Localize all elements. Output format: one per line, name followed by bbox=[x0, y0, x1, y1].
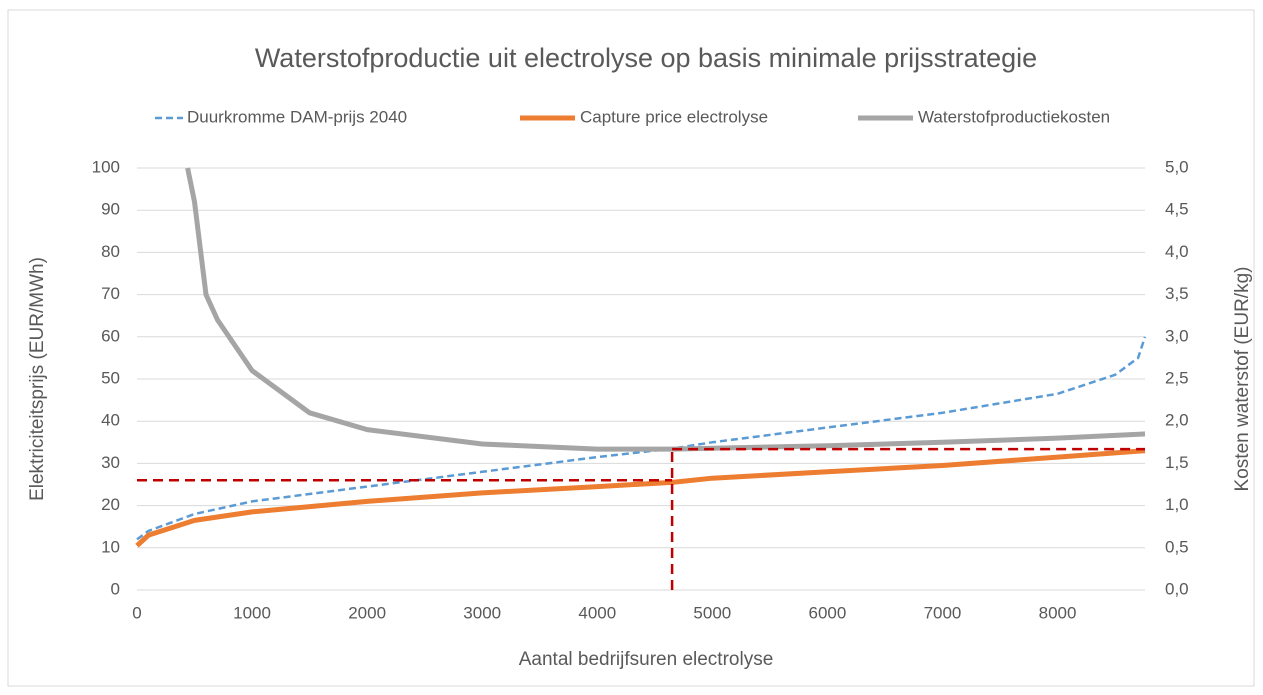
x-tick-label: 4000 bbox=[578, 603, 616, 622]
y2-tick-label: 4,5 bbox=[1165, 200, 1189, 219]
y-tick-label: 10 bbox=[101, 537, 120, 556]
y-tick-label: 80 bbox=[101, 242, 120, 261]
y-tick-label: 0 bbox=[111, 579, 120, 598]
y-tick-label: 100 bbox=[92, 157, 120, 176]
y-tick-label: 50 bbox=[101, 368, 120, 387]
x-tick-label: 8000 bbox=[1039, 603, 1077, 622]
y-tick-label: 60 bbox=[101, 326, 120, 345]
x-tick-label: 3000 bbox=[463, 603, 501, 622]
y-tick-label: 90 bbox=[101, 200, 120, 219]
y2-tick-label: 1,0 bbox=[1165, 495, 1189, 514]
legend-label: Capture price electrolyse bbox=[580, 107, 768, 126]
y2-tick-label: 2,5 bbox=[1165, 368, 1189, 387]
y-tick-label: 40 bbox=[101, 411, 120, 430]
y-tick-label: 20 bbox=[101, 495, 120, 514]
chart-frame bbox=[7, 9, 1255, 687]
x-tick-label: 5000 bbox=[693, 603, 731, 622]
y2-tick-label: 4,0 bbox=[1165, 242, 1189, 261]
y2-tick-label: 3,0 bbox=[1165, 326, 1189, 345]
x-tick-label: 6000 bbox=[808, 603, 846, 622]
y2-tick-label: 0,5 bbox=[1165, 537, 1189, 556]
legend-label: Duurkromme DAM-prijs 2040 bbox=[187, 107, 407, 126]
y-axis-label: Elektriciteitsprijs (EUR/MWh) bbox=[27, 257, 48, 501]
legend-label: Waterstofproductiekosten bbox=[918, 107, 1110, 126]
x-tick-label: 1000 bbox=[233, 603, 271, 622]
x-tick-label: 2000 bbox=[348, 603, 386, 622]
x-axis-label: Aantal bedrijfsuren electrolyse bbox=[519, 649, 774, 670]
x-tick-label: 0 bbox=[132, 603, 141, 622]
y2-tick-label: 3,5 bbox=[1165, 284, 1189, 303]
y2-tick-label: 1,5 bbox=[1165, 453, 1189, 472]
x-tick-label: 7000 bbox=[924, 603, 962, 622]
y2-tick-label: 2,0 bbox=[1165, 411, 1189, 430]
y-tick-label: 70 bbox=[101, 284, 120, 303]
y-tick-label: 30 bbox=[101, 453, 120, 472]
series-line bbox=[185, 167, 1146, 452]
y2-tick-label: 0,0 bbox=[1165, 579, 1189, 598]
y2-axis-label: Kosten waterstof (EUR/kg) bbox=[1232, 267, 1253, 492]
series-line bbox=[135, 448, 1146, 548]
chart-title: Waterstofproductie uit electrolyse op ba… bbox=[255, 43, 1037, 73]
y2-tick-label: 5,0 bbox=[1165, 157, 1189, 176]
